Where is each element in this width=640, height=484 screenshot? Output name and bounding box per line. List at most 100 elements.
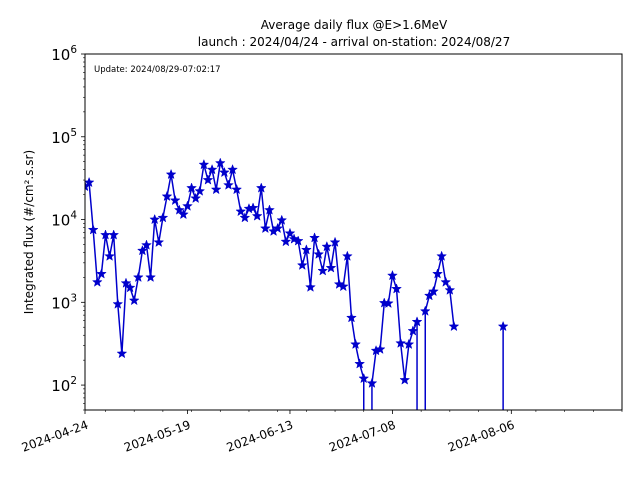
data-point [231, 183, 243, 195]
data-point [161, 190, 173, 202]
data-point [387, 269, 398, 281]
y-tick-label-exponent: 3 [70, 292, 77, 304]
data-point [341, 250, 353, 261]
data-point [391, 283, 402, 294]
data-point [436, 250, 448, 261]
data-point [145, 271, 157, 283]
data-point [247, 202, 259, 213]
y-tick-label-base: 10 [51, 294, 70, 312]
data-point [317, 265, 329, 276]
data-point [292, 235, 304, 246]
update-annotation: Update: 2024/08/29-07:02:17 [94, 65, 221, 75]
chart-title-line-1: Average daily flux @E>1.6MeV [261, 18, 448, 32]
data-point [223, 179, 234, 190]
data-point [305, 281, 316, 292]
chart-title-line-2: launch : 2024/04/24 - arrival on-station… [198, 35, 510, 49]
data-point [190, 192, 202, 204]
data-point [280, 235, 292, 247]
data-point [194, 185, 206, 196]
marker-layer [85, 157, 509, 388]
data-point [259, 222, 271, 234]
plot-frame [84, 53, 623, 411]
data-point [300, 244, 312, 255]
data-point [440, 276, 452, 287]
y-tick-label-exponent: 2 [70, 375, 77, 387]
data-point [85, 176, 95, 188]
data-point [214, 157, 226, 168]
data-point [177, 208, 189, 220]
x-tick-label: 2024-04-24 [20, 418, 90, 455]
data-point [329, 236, 341, 247]
data-point [350, 338, 361, 350]
data-point [235, 205, 247, 217]
data-point [120, 277, 132, 288]
data-point [255, 182, 267, 193]
x-tick-label: 2024-08-06 [446, 418, 516, 455]
data-point [264, 204, 275, 215]
data-point [124, 282, 136, 293]
data-point [399, 374, 411, 385]
x-tick-label: 2024-05-19 [122, 418, 192, 455]
data-point [173, 204, 185, 215]
data-point [374, 343, 386, 354]
data-point [206, 163, 218, 175]
data-point [95, 268, 107, 279]
data-point [358, 372, 370, 384]
data-point [239, 212, 251, 223]
series-layer [85, 162, 504, 410]
data-point [169, 194, 181, 206]
data-point [366, 377, 378, 388]
data-point [153, 236, 165, 247]
data-point [346, 312, 357, 323]
data-point [321, 240, 333, 252]
data-point [186, 182, 198, 193]
data-point [354, 358, 366, 369]
data-point [395, 337, 407, 348]
data-point [141, 239, 152, 250]
y-tick-label: 102 [51, 375, 77, 395]
y-tick-label-exponent: 5 [70, 127, 77, 139]
data-point [182, 200, 193, 211]
y-tick-label: 105 [51, 127, 77, 147]
y-tick-label-base: 10 [51, 212, 70, 230]
data-point [210, 183, 222, 195]
y-tick-label-exponent: 6 [70, 44, 77, 56]
data-point [149, 213, 161, 225]
y-tick-label-base: 10 [51, 129, 70, 147]
data-point [382, 297, 394, 309]
data-point [128, 294, 140, 306]
data-point [444, 284, 456, 295]
data-point [411, 316, 423, 327]
data-point [251, 210, 263, 221]
y-tick-label: 103 [51, 292, 77, 312]
y-tick-label: 106 [51, 44, 77, 64]
data-point [407, 325, 419, 336]
data-point [272, 222, 284, 234]
data-point [91, 276, 103, 287]
y-tick-label-base: 10 [51, 377, 70, 395]
data-point [87, 224, 99, 235]
data-point [202, 174, 214, 185]
data-point [116, 347, 128, 359]
data-point [403, 338, 415, 350]
x-tick-label: 2024-06-13 [225, 418, 295, 455]
y-tick-label-exponent: 4 [70, 210, 77, 222]
data-point [313, 248, 325, 259]
data-point [296, 259, 308, 270]
data-point [112, 298, 124, 309]
data-point [132, 271, 144, 283]
y-tick-label-base: 10 [51, 46, 70, 64]
x-axis: 2024-04-24 2024-05-19 2024-06-13 2024-07-08… [20, 410, 623, 455]
data-point [136, 245, 148, 256]
y-tick-label: 104 [51, 210, 77, 230]
y-axis-label: Integrated flux (#/cm².s.sr) [22, 150, 36, 314]
data-point [427, 285, 439, 297]
data-point [284, 227, 296, 239]
data-point [165, 168, 177, 180]
data-point [432, 268, 443, 279]
data-point [497, 320, 509, 332]
data-point [419, 305, 431, 316]
